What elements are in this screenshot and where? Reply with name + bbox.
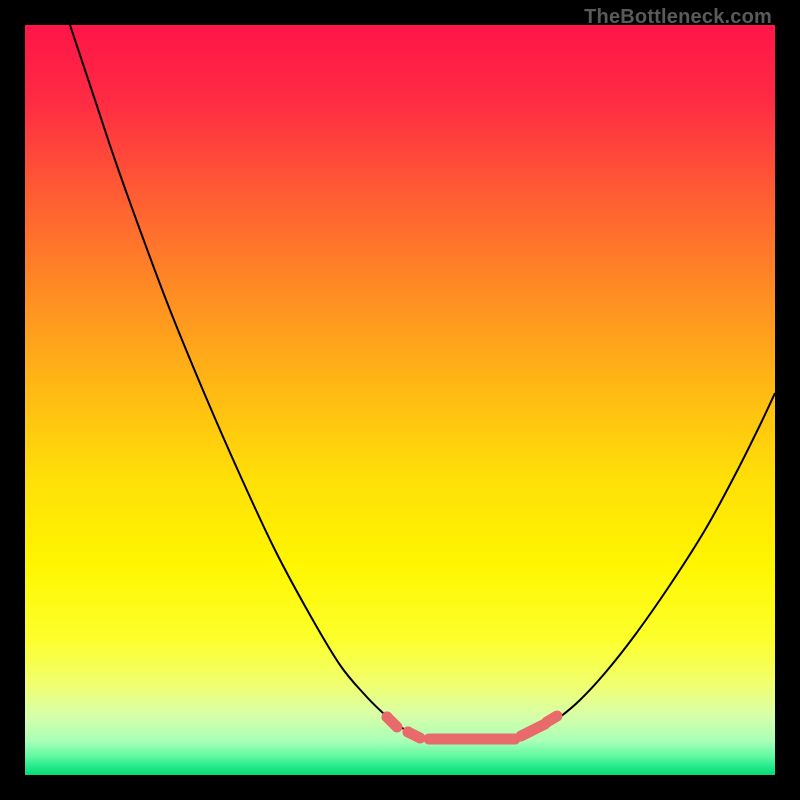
marker-dot — [403, 727, 414, 738]
curves-layer — [25, 25, 775, 775]
marker-segment — [547, 716, 557, 722]
marker-segment — [521, 724, 545, 736]
chart-area — [25, 25, 775, 775]
left-curve — [70, 25, 397, 725]
marker-dot — [382, 712, 393, 723]
chart-container: TheBottleneck.com — [0, 0, 800, 800]
watermark-text: TheBottleneck.com — [584, 6, 772, 29]
right-curve — [547, 393, 775, 725]
